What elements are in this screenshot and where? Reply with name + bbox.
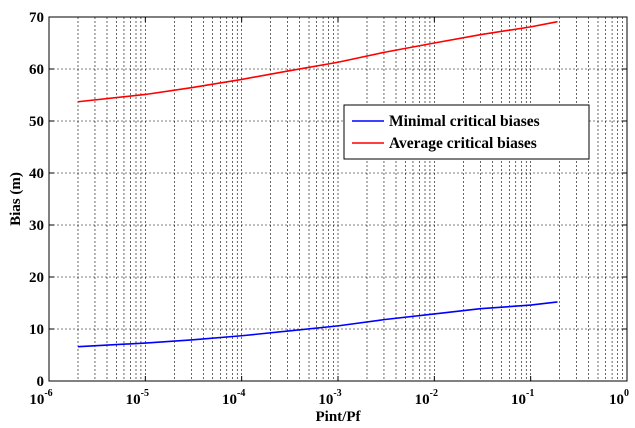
x-tick-label: 10-5 <box>126 388 149 408</box>
x-tick-label: 100 <box>609 388 629 408</box>
x-tick-label: 10-4 <box>222 388 245 408</box>
series-line-1 <box>77 20 558 103</box>
x-tick-label: 10-6 <box>29 388 52 408</box>
y-tick-label: 0 <box>37 374 45 390</box>
x-tick-label-exponent: -6 <box>44 388 52 399</box>
x-tick-label-base: 10 <box>318 392 333 408</box>
x-tick-label: 10-1 <box>511 388 534 408</box>
legend-label: Average critical biases <box>389 135 537 152</box>
tick-labels: 10-6 10-5 10-4 10-3 10-2 10-1 1000102030405060… <box>29 10 629 408</box>
x-tick-label: 10-2 <box>415 388 438 408</box>
series-lines <box>77 20 558 348</box>
legend: Minimal critical biases Average critical … <box>343 104 590 160</box>
x-tick-label-base: 10 <box>126 392 141 408</box>
y-tick-label: 30 <box>29 218 44 234</box>
y-tick-label: 20 <box>29 270 44 286</box>
x-tick-label-exponent: -4 <box>237 388 245 399</box>
x-tick-label-exponent: -2 <box>430 388 438 399</box>
x-tick-label-base: 10 <box>415 392 430 408</box>
x-tick-label-exponent: 0 <box>624 388 629 399</box>
x-tick-label-exponent: -5 <box>141 388 149 399</box>
x-tick-label-base: 10 <box>222 392 237 408</box>
y-tick-label: 60 <box>29 62 44 78</box>
axis-ticks <box>48 16 628 382</box>
x-tick-label-base: 10 <box>511 392 526 408</box>
y-axis-label: Bias (m) <box>8 172 24 226</box>
legend-label: Minimal critical biases <box>389 113 540 130</box>
legend-box <box>343 104 590 160</box>
y-tick-label: 10 <box>29 322 44 338</box>
series-line-0 <box>77 301 558 348</box>
x-tick-label-exponent: -1 <box>526 388 534 399</box>
grid-lines <box>49 17 627 381</box>
x-axis-label: Pint/Pf <box>316 409 362 425</box>
y-tick-label: 50 <box>29 114 44 130</box>
y-tick-label: 70 <box>29 10 44 26</box>
x-tick-label-base: 10 <box>609 392 624 408</box>
x-tick-label-base: 10 <box>29 392 44 408</box>
x-tick-label-exponent: -3 <box>333 388 341 399</box>
y-tick-label: 40 <box>29 166 44 182</box>
x-tick-label: 10-3 <box>318 388 341 408</box>
